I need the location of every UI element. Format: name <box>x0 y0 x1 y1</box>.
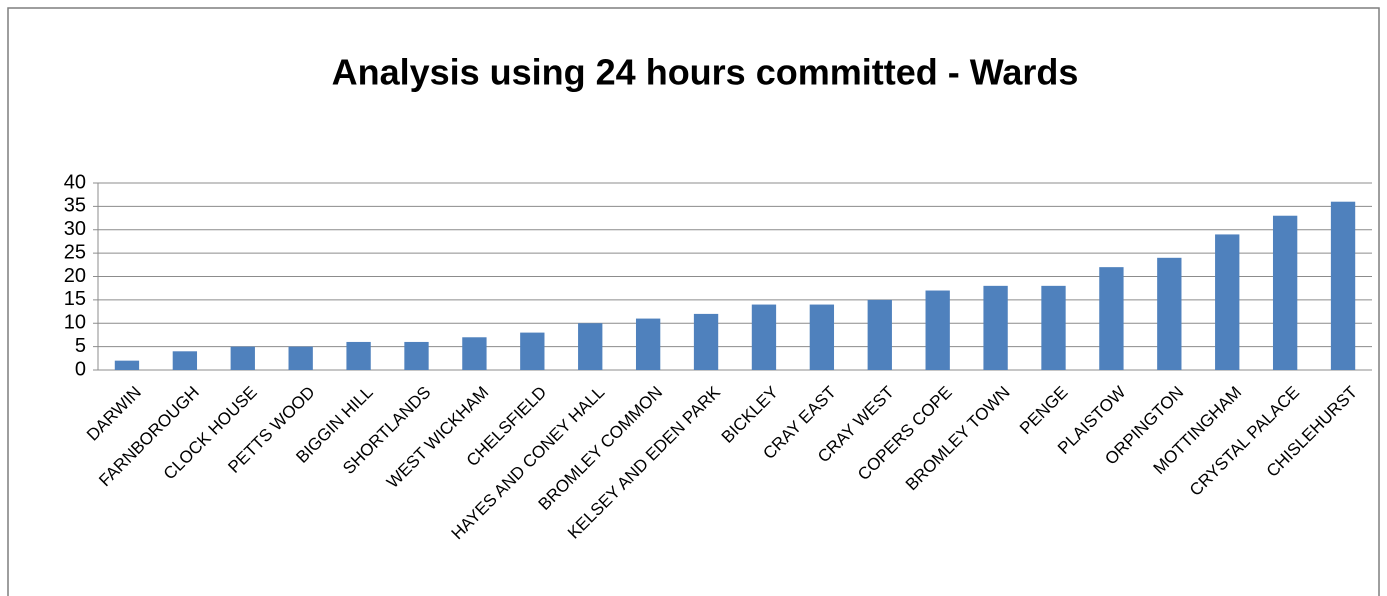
bar <box>230 346 255 370</box>
bar <box>1041 285 1066 370</box>
y-tick-label: 20 <box>64 265 86 287</box>
bar <box>1215 234 1240 370</box>
bar <box>925 290 950 370</box>
y-tick-label: 35 <box>64 195 86 217</box>
bar <box>404 341 429 370</box>
bar <box>1157 257 1182 370</box>
bar <box>578 323 603 370</box>
bar <box>288 346 313 370</box>
y-tick-label: 25 <box>64 241 86 263</box>
y-tick-label: 15 <box>64 288 86 310</box>
bar <box>346 341 371 370</box>
bar <box>172 351 198 370</box>
y-tick-label: 30 <box>64 218 86 240</box>
y-tick-label: 5 <box>75 335 86 357</box>
bar <box>693 313 719 370</box>
chart-frame <box>7 7 1380 596</box>
y-tick-label: 40 <box>64 171 86 193</box>
bar <box>867 299 892 370</box>
bar <box>635 318 661 370</box>
bar <box>520 332 545 370</box>
bar <box>983 285 1008 370</box>
y-tick-label: 10 <box>64 312 86 334</box>
y-tick-label: 0 <box>75 358 86 380</box>
chart-title: Analysis using 24 hours committed - Ward… <box>332 52 1079 93</box>
bar <box>114 360 140 370</box>
bar <box>462 337 487 370</box>
bar <box>809 304 835 370</box>
bar <box>1272 215 1298 370</box>
bar <box>1330 201 1356 370</box>
bar <box>1099 267 1124 370</box>
bar <box>751 304 777 370</box>
